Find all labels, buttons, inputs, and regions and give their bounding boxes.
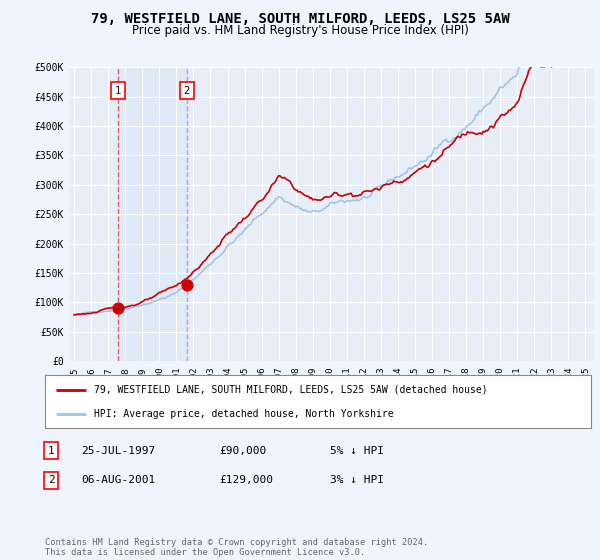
Point	[113, 304, 123, 312]
Text: £129,000: £129,000	[219, 475, 273, 486]
Text: Contains HM Land Registry data © Crown copyright and database right 2024.
This d: Contains HM Land Registry data © Crown c…	[45, 538, 428, 557]
Text: 2: 2	[184, 86, 190, 96]
Text: 79, WESTFIELD LANE, SOUTH MILFORD, LEEDS, LS25 5AW (detached house): 79, WESTFIELD LANE, SOUTH MILFORD, LEEDS…	[94, 385, 488, 395]
Point	[182, 281, 191, 290]
Text: 1: 1	[115, 86, 121, 96]
Text: £90,000: £90,000	[219, 446, 266, 456]
Text: 25-JUL-1997: 25-JUL-1997	[81, 446, 155, 456]
Text: Price paid vs. HM Land Registry's House Price Index (HPI): Price paid vs. HM Land Registry's House …	[131, 24, 469, 36]
Text: 1: 1	[47, 446, 55, 456]
Text: HPI: Average price, detached house, North Yorkshire: HPI: Average price, detached house, Nort…	[94, 409, 394, 419]
Text: 3% ↓ HPI: 3% ↓ HPI	[330, 475, 384, 486]
Text: 5% ↓ HPI: 5% ↓ HPI	[330, 446, 384, 456]
Text: 79, WESTFIELD LANE, SOUTH MILFORD, LEEDS, LS25 5AW: 79, WESTFIELD LANE, SOUTH MILFORD, LEEDS…	[91, 12, 509, 26]
Text: 06-AUG-2001: 06-AUG-2001	[81, 475, 155, 486]
Bar	[118, 67, 187, 361]
Text: 2: 2	[47, 475, 55, 486]
